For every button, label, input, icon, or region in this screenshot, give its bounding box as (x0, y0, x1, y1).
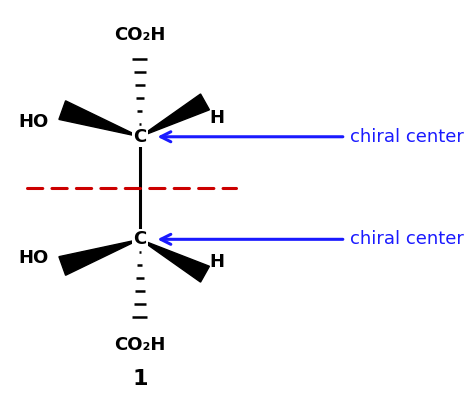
Text: HO: HO (18, 249, 48, 267)
Text: CO₂H: CO₂H (114, 336, 165, 354)
Text: CO₂H: CO₂H (114, 26, 165, 45)
Text: C: C (133, 128, 146, 146)
Polygon shape (59, 239, 140, 275)
Text: HO: HO (18, 114, 48, 131)
Text: H: H (209, 253, 224, 271)
Text: chiral center: chiral center (350, 128, 464, 146)
Text: C: C (133, 230, 146, 248)
Polygon shape (140, 94, 210, 137)
Text: chiral center: chiral center (350, 230, 464, 248)
Text: H: H (209, 109, 224, 127)
Text: 1: 1 (132, 369, 148, 389)
Polygon shape (59, 101, 140, 137)
Polygon shape (140, 239, 210, 282)
